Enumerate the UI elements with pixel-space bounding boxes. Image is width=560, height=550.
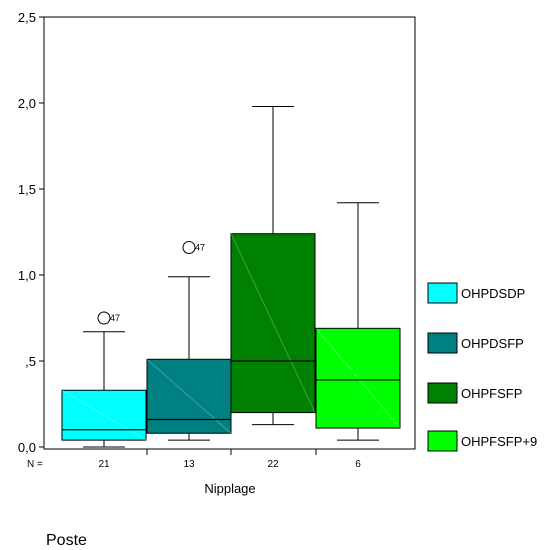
n-label-1: 13 (183, 459, 195, 470)
n-label-0: 21 (98, 459, 110, 470)
outlier-label: 47 (195, 242, 205, 252)
x-axis: N = 21 13 22 6 (27, 449, 361, 470)
y-tick-label-0: 0,0 (18, 440, 36, 455)
caption: Poste (46, 532, 87, 549)
legend: OHPDSDP OHPDSFP OHPFSFP OHPFSFP+9 (427, 282, 537, 452)
iqr-box (315, 327, 401, 429)
iqr-box (230, 233, 316, 414)
legend-swatch-3 (427, 430, 458, 452)
legend-swatch-2 (427, 382, 458, 404)
iqr-box (146, 358, 232, 434)
x-axis-label: Nipplage (204, 481, 255, 496)
box-shade (61, 389, 147, 441)
legend-label-1: OHPDSFP (461, 336, 524, 351)
legend-label-0: OHPDSDP (461, 286, 525, 301)
outlier-marker (182, 240, 196, 254)
y-tick-label-2: 1,0 (18, 268, 36, 283)
box-ohpdsfp: 47 (146, 240, 232, 441)
box-shade (146, 358, 232, 434)
legend-label-3: OHPFSFP+9 (461, 434, 537, 449)
y-tick-label-5: 2,5 (18, 10, 36, 25)
y-tick-label-4: 2,0 (18, 96, 36, 111)
box-series: 47 47 (61, 105, 401, 448)
legend-swatch-1 (427, 332, 458, 354)
box-ohpfsfp (230, 105, 316, 426)
box-shade (315, 327, 401, 429)
legend-swatch-0 (427, 282, 458, 304)
box-ohpfsfp-9 (315, 202, 401, 441)
box-shade (230, 233, 316, 413)
n-label-3: 6 (355, 459, 361, 470)
outlier-marker (97, 311, 111, 325)
plot-frame (43, 16, 416, 450)
box-ohpdsdp: 47 (61, 311, 147, 448)
y-axis: 0,0 ,5 1,0 1,5 2,0 2,5 (18, 10, 44, 455)
legend-label-2: OHPFSFP (461, 386, 522, 401)
y-tick-label-1: ,5 (25, 354, 36, 369)
n-label-2: 22 (267, 459, 279, 470)
n-prefix: N = (27, 459, 43, 470)
iqr-box (61, 389, 147, 441)
outlier-label: 47 (110, 313, 120, 323)
y-tick-label-3: 1,5 (18, 182, 36, 197)
